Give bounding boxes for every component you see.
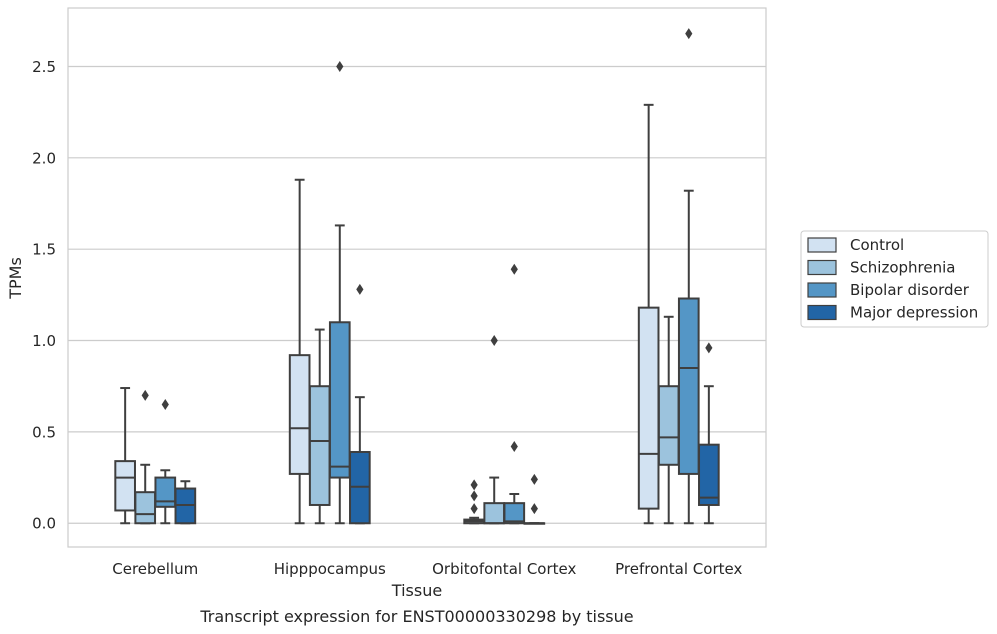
box-major-depression — [523, 473, 546, 525]
outlier-point — [336, 60, 344, 72]
box-schizophrenia — [134, 389, 157, 525]
legend-label: Bipolar disorder — [850, 281, 970, 299]
y-tick-label: 2.0 — [32, 149, 56, 167]
plot-frame — [67, 7, 767, 548]
legend-swatch — [807, 259, 837, 276]
box-control — [637, 103, 660, 525]
y-tick-label: 2.5 — [32, 58, 56, 76]
box-iqr — [503, 502, 526, 525]
outlier-point — [510, 263, 518, 275]
y-tick-label: 0.5 — [32, 423, 56, 441]
box-iqr — [483, 502, 506, 525]
box-major-depression — [349, 283, 371, 525]
y-tick-label: 1.5 — [32, 241, 56, 259]
x-tick-label: Prefrontal Cortex — [615, 560, 742, 578]
box-bipolar-disorder — [154, 398, 177, 525]
outlier-point — [141, 389, 149, 401]
box-iqr — [308, 385, 331, 506]
outlier-point — [470, 490, 478, 502]
box-series — [114, 28, 720, 525]
box-bipolar-disorder — [328, 60, 351, 525]
box-iqr — [328, 321, 351, 479]
box-iqr — [114, 460, 136, 512]
y-tick-labels: 0.0 0.5 1.0 1.5 2.0 2.5 — [32, 58, 56, 533]
legend: Control Schizophrenia Bipolar disorder Majo… — [800, 230, 989, 328]
legend-label: Control — [850, 236, 904, 254]
x-tick-label: Orbitofontal Cortex — [432, 560, 576, 578]
box-schizophrenia — [657, 315, 680, 525]
box-control — [114, 387, 136, 525]
legend-swatch — [807, 237, 837, 253]
outlier-point — [161, 398, 169, 410]
box-control — [463, 479, 485, 525]
x-axis-label: Tissue — [391, 581, 442, 600]
outlier-point — [470, 479, 478, 491]
x-tick-label: Cerebellum — [112, 560, 198, 578]
outlier-point — [685, 28, 693, 40]
legend-frame — [800, 230, 989, 328]
legend-swatch — [807, 282, 837, 298]
legend-label: Schizophrenia — [850, 259, 955, 277]
box-major-depression — [698, 342, 720, 525]
y-tick-label: 1.0 — [32, 332, 56, 350]
chart-caption: Transcript expression for ENST0000033029… — [199, 607, 633, 626]
box-iqr — [134, 491, 157, 525]
box-schizophrenia — [308, 328, 331, 525]
box-schizophrenia — [483, 335, 506, 525]
outlier-point — [356, 283, 364, 295]
y-axis-label: TPMs — [6, 257, 25, 300]
box-bipolar-disorder — [677, 28, 700, 525]
legend-swatch — [807, 304, 837, 321]
outlier-point — [490, 335, 498, 347]
legend-label: Major depression — [850, 304, 978, 322]
box-iqr — [154, 476, 177, 508]
box-iqr — [698, 443, 720, 506]
outlier-point — [705, 342, 713, 354]
box-bipolar-disorder — [503, 263, 526, 525]
x-tick-label: Hipppocampus — [274, 560, 386, 578]
box-iqr — [677, 297, 700, 475]
box-control — [288, 178, 311, 525]
outlier-point — [510, 441, 518, 453]
outlier-point — [470, 503, 478, 515]
outlier-point — [530, 473, 538, 485]
outlier-point — [530, 503, 538, 515]
box-iqr — [288, 354, 311, 475]
x-tick-labels: Cerebellum Hipppocampus Orbitofontal Corte… — [112, 560, 742, 578]
box-major-depression — [174, 480, 197, 525]
box-iqr — [657, 385, 680, 466]
y-tick-label: 0.0 — [32, 515, 56, 533]
box-iqr — [637, 306, 660, 510]
